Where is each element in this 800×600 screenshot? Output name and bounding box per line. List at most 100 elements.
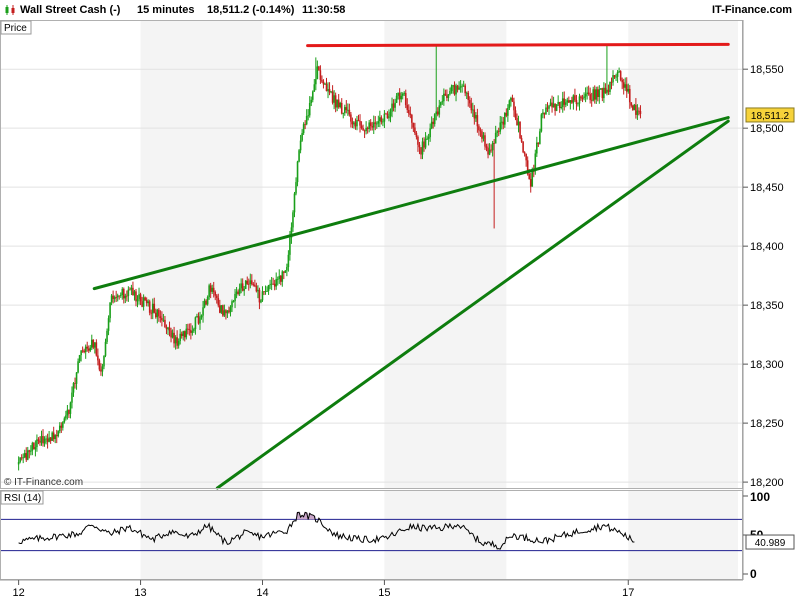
candle xyxy=(470,97,473,114)
candle xyxy=(632,104,634,111)
candle xyxy=(220,305,223,315)
candle xyxy=(98,358,101,372)
candle xyxy=(374,116,377,131)
candle xyxy=(601,87,604,102)
candle xyxy=(635,98,637,119)
candle xyxy=(185,324,188,340)
candle xyxy=(321,75,323,84)
candle xyxy=(161,311,163,327)
candle xyxy=(464,83,466,97)
candle xyxy=(500,116,503,130)
candle xyxy=(377,115,380,128)
candle xyxy=(400,91,402,103)
candle xyxy=(138,287,140,305)
candle xyxy=(25,447,28,462)
candle xyxy=(121,287,124,300)
candle xyxy=(279,274,282,286)
rsi-session-shading xyxy=(140,491,738,579)
rsi-session-band xyxy=(628,491,738,579)
candle xyxy=(549,98,552,107)
candle xyxy=(255,282,258,293)
candle xyxy=(257,285,259,299)
candle xyxy=(135,288,137,307)
candle xyxy=(334,92,337,113)
candle xyxy=(263,291,265,296)
candle xyxy=(89,344,92,353)
candle xyxy=(301,129,303,142)
candle xyxy=(398,88,401,106)
candle xyxy=(20,454,23,461)
candle xyxy=(353,120,355,129)
candle xyxy=(630,102,633,108)
candlestick-icon xyxy=(5,5,15,15)
candle xyxy=(153,297,156,314)
candle xyxy=(225,309,227,320)
candle xyxy=(383,110,386,129)
candle xyxy=(75,372,78,390)
candle xyxy=(170,327,172,343)
trendlines[interactable] xyxy=(92,42,730,490)
candle xyxy=(511,94,514,103)
candle xyxy=(546,102,549,112)
support-trendline[interactable] xyxy=(92,116,730,291)
candle xyxy=(112,290,114,304)
candle xyxy=(39,436,41,446)
candle xyxy=(584,87,587,103)
candle xyxy=(636,104,639,120)
candle xyxy=(568,96,570,103)
candle xyxy=(241,278,244,292)
timeframe-label[interactable]: 15 minutes xyxy=(137,4,195,16)
candle xyxy=(407,104,410,117)
candle xyxy=(613,75,616,79)
candle xyxy=(449,87,451,96)
candle xyxy=(254,279,256,288)
candle xyxy=(488,143,491,156)
candle xyxy=(542,109,544,119)
candle xyxy=(327,82,329,99)
candle xyxy=(638,107,640,116)
candle xyxy=(80,350,82,362)
candle xyxy=(167,326,169,336)
candle xyxy=(603,82,605,103)
candle xyxy=(423,137,425,152)
x-tick-label: 17 xyxy=(622,587,634,599)
candle xyxy=(517,115,520,133)
candle xyxy=(281,270,284,287)
candle xyxy=(315,57,317,91)
candle xyxy=(627,83,630,94)
candle xyxy=(232,299,235,303)
candle xyxy=(284,270,287,274)
candle xyxy=(180,331,183,339)
resistance-trendline[interactable] xyxy=(306,42,730,48)
candle xyxy=(90,334,93,350)
candle xyxy=(566,97,569,106)
candle xyxy=(555,104,558,112)
candle xyxy=(456,84,459,93)
candle xyxy=(109,302,111,323)
time-x-axis[interactable]: 12 13 14 15 17 xyxy=(13,580,635,599)
candle xyxy=(525,153,527,167)
candle xyxy=(63,416,66,424)
candle xyxy=(552,96,555,108)
candle xyxy=(313,79,316,92)
price-candles xyxy=(17,44,642,471)
candle xyxy=(369,119,372,131)
support-trendline[interactable] xyxy=(215,119,730,490)
candle xyxy=(124,293,127,304)
candle xyxy=(54,434,57,444)
candle xyxy=(36,434,38,452)
candle xyxy=(504,112,506,128)
candle xyxy=(336,99,338,112)
price-gridlines xyxy=(1,68,742,483)
candle xyxy=(69,401,72,419)
candle xyxy=(415,131,418,140)
candle xyxy=(142,294,145,311)
candle xyxy=(350,112,352,128)
candle xyxy=(616,70,619,83)
candle xyxy=(619,70,622,82)
price-y-axis[interactable]: 18,200 18,250 18,300 18,350 18,400 18,450 18,5… xyxy=(743,64,784,489)
candle xyxy=(356,115,358,131)
candle xyxy=(581,94,584,103)
candle xyxy=(330,90,332,94)
candle xyxy=(487,143,489,159)
